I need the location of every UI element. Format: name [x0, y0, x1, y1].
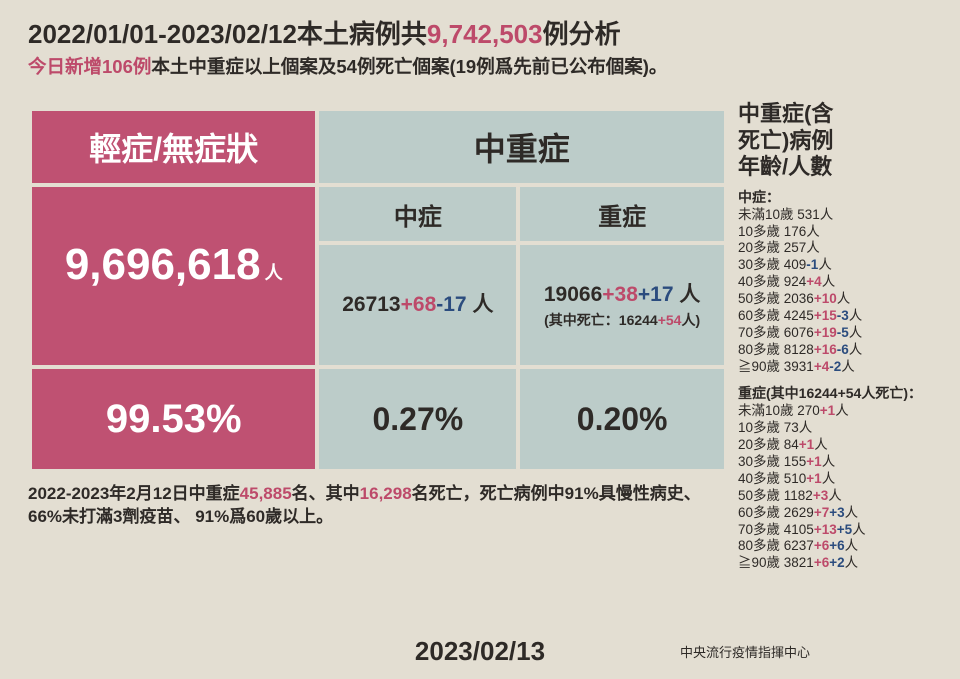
critical-group-head: 重症(其中16244+54人死亡)： — [738, 383, 940, 403]
report-date: 2023/02/13 — [415, 636, 545, 667]
stats-table: 輕症/無症狀 中重症 9,696,618人 中症 重症 26713+68-17 … — [28, 107, 728, 473]
age-row: 60多歲 4245+15-3人 — [738, 308, 940, 325]
age-row: 80多歲 8128+16-6人 — [738, 342, 940, 359]
age-row: 80多歲 6237+6+6人 — [738, 538, 940, 555]
critical-count-cell: 19066+38+17 人 (其中死亡：16244+54人) — [520, 245, 724, 365]
mild-count-cell: 9,696,618人 — [32, 187, 315, 365]
age-row: 50多歲 2036+10人 — [738, 291, 940, 308]
mild-count: 9,696,618 — [65, 240, 261, 289]
mild-unit: 人 — [265, 263, 283, 283]
age-row: 40多歲 510+1人 — [738, 471, 940, 488]
footnote: 2022-2023年2月12日中重症45,885名、其中16,298名死亡，死亡… — [28, 483, 728, 529]
moderate-pct: 0.27% — [319, 369, 516, 469]
age-row: 50多歲 1182+3人 — [738, 488, 940, 505]
stats-table-wrap: 輕症/無症狀 中重症 9,696,618人 中症 重症 26713+68-17 … — [28, 107, 728, 572]
title-pre: 2022/01/01-2023/02/12本土病例共 — [28, 19, 427, 49]
critical-rows: 未滿10歲 270+1人10多歲 73人20多歲 84+1人30多歲 155+1… — [738, 403, 940, 572]
critical-unit: 人 — [674, 283, 701, 306]
main-row: 輕症/無症狀 中重症 9,696,618人 中症 重症 26713+68-17 … — [28, 107, 940, 572]
footer: 2023/02/13 中央流行疫情指揮中心 — [0, 636, 960, 667]
moderate-count-cell: 26713+68-17 人 — [319, 245, 516, 365]
moderate-plus-blue: -17 — [436, 293, 466, 316]
age-row: 70多歲 4105+13+5人 — [738, 522, 940, 539]
moderate-plus-red: +68 — [401, 293, 437, 316]
age-row: 30多歲 409-1人 — [738, 257, 940, 274]
subtitle-rest: 本土中重症以上個案及54例死亡個案(19例爲先前已公布個案)。 — [151, 56, 667, 77]
subtitle-red: 今日新增106例 — [28, 56, 151, 77]
moderate-label: 中症 — [319, 187, 516, 241]
title-post: 例分析 — [543, 19, 621, 49]
age-row: 40多歲 924+4人 — [738, 274, 940, 291]
mild-header: 輕症/無症狀 — [32, 111, 315, 183]
age-row: ≧90歲 3821+6+2人 — [738, 555, 940, 572]
page-title: 2022/01/01-2023/02/12本土病例共9,742,503例分析 — [28, 18, 940, 51]
critical-label: 重症 — [520, 187, 724, 241]
severe-header: 中重症 — [319, 111, 724, 183]
age-row: 20多歲 257人 — [738, 240, 940, 257]
moderate-rows: 未滿10歲 531人10多歲 176人20多歲 257人30多歲 409-1人4… — [738, 207, 940, 376]
age-row: 20多歲 84+1人 — [738, 437, 940, 454]
mild-pct: 99.53% — [32, 369, 315, 469]
age-row: 70多歲 6076+19-5人 — [738, 325, 940, 342]
age-row: 未滿10歲 531人 — [738, 207, 940, 224]
age-row: ≧90歲 3931+4-2人 — [738, 359, 940, 376]
age-row: 10多歲 73人 — [738, 420, 940, 437]
critical-pct: 0.20% — [520, 369, 724, 469]
age-row: 30多歲 155+1人 — [738, 454, 940, 471]
critical-death-sub: (其中死亡：16244+54人) — [520, 312, 724, 330]
subtitle: 今日新增106例本土中重症以上個案及54例死亡個案(19例爲先前已公布個案)。 — [28, 55, 940, 80]
side-title: 中重症(含 死亡)病例 年齡/人數 — [738, 101, 940, 180]
title-total: 9,742,503 — [427, 19, 543, 49]
critical-plus-red: +38 — [602, 283, 638, 306]
moderate-base: 26713 — [342, 293, 400, 316]
moderate-unit: 人 — [467, 293, 494, 316]
source-label: 中央流行疫情指揮中心 — [680, 642, 810, 661]
critical-plus-blue: +17 — [638, 283, 674, 306]
age-row: 10多歲 176人 — [738, 224, 940, 241]
infographic-page: 2022/01/01-2023/02/12本土病例共9,742,503例分析 今… — [0, 0, 960, 679]
critical-base: 19066 — [544, 283, 602, 306]
age-row: 未滿10歲 270+1人 — [738, 403, 940, 420]
moderate-group-head: 中症： — [738, 187, 940, 207]
age-breakdown: 中重症(含 死亡)病例 年齡/人數 中症： 未滿10歲 531人10多歲 176… — [738, 101, 940, 572]
age-row: 60多歲 2629+7+3人 — [738, 505, 940, 522]
